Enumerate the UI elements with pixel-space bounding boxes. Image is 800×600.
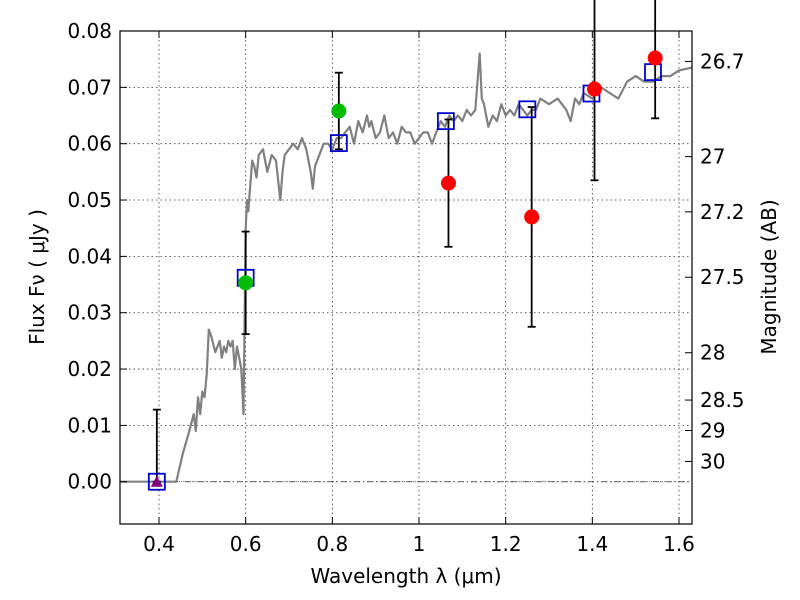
y-tick-label: 0.04 — [67, 244, 112, 268]
observed-flux-marker — [238, 275, 254, 291]
magnitude-axis-ticks: 26.7 27 27.2 27.5 28 28.5 29 30 — [685, 49, 745, 473]
observed-markers — [150, 50, 663, 487]
plot-frame — [119, 30, 693, 525]
observed-flux-marker — [440, 175, 456, 191]
y-tick-label: 0.07 — [67, 75, 112, 99]
magnitude-tick-label: 27 — [700, 145, 725, 169]
model-band-squares — [147, 63, 662, 491]
x-axis-ticks: 0.4 0.6 0.8 1 1.2 1.4 1.6 — [143, 31, 695, 556]
observed-flux-marker — [331, 103, 347, 119]
magnitude-tick-label: 28 — [700, 341, 725, 365]
x-tick-label: 1.4 — [576, 532, 608, 556]
x-tick-label: 0.6 — [230, 532, 262, 556]
x-axis-label: Wavelength λ (μm) — [310, 564, 501, 588]
model-band-square — [147, 472, 166, 491]
y-tick-label: 0.06 — [67, 132, 112, 156]
y-tick-label: 0.03 — [67, 301, 112, 325]
x-tick-label: 1 — [413, 532, 426, 556]
magnitude-tick-label: 28.5 — [700, 388, 745, 412]
y-tick-label: 0.05 — [67, 188, 112, 212]
y-axis-ticks: 0.00 0.01 0.02 0.03 0.04 0.05 0.06 0.07 0.08 — [67, 19, 127, 494]
model-band-square — [329, 134, 348, 153]
y-tick-label: 0.01 — [67, 413, 112, 437]
model-band-square — [518, 100, 537, 119]
grid-layer — [120, 30, 692, 524]
y-tick-label: 0.00 — [67, 470, 112, 494]
x-tick-label: 0.4 — [143, 532, 175, 556]
y-tick-label: 0.08 — [67, 19, 112, 43]
x-tick-label: 1.2 — [490, 532, 522, 556]
magnitude-tick-label: 30 — [700, 449, 725, 473]
y-axis-label: Flux Fν ( μJy ) — [25, 209, 49, 345]
magnitude-tick-label: 29 — [700, 418, 725, 442]
magnitude-axis-label: Magnitude (AB) — [757, 199, 781, 354]
model-band-square — [436, 112, 455, 131]
magnitude-tick-label: 27.5 — [700, 265, 745, 289]
observed-flux-marker — [524, 209, 540, 225]
y-tick-label: 0.02 — [67, 357, 112, 381]
errorbar-layer — [152, 0, 660, 483]
upper-limit-marker — [150, 475, 163, 487]
x-tick-label: 1.6 — [663, 532, 695, 556]
magnitude-tick-label: 27.2 — [700, 200, 745, 224]
x-tick-label: 0.8 — [316, 532, 348, 556]
magnitude-tick-label: 26.7 — [700, 49, 745, 73]
observed-flux-marker — [647, 50, 663, 66]
model-sed-curve — [120, 52, 693, 483]
observed-flux-marker — [587, 81, 602, 97]
